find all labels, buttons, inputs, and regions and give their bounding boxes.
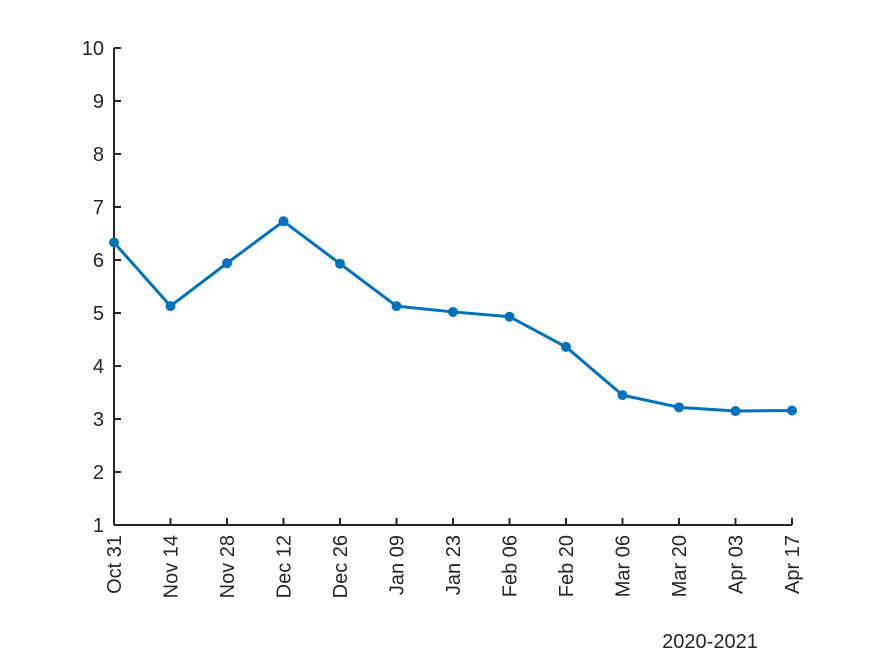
axes [113, 48, 792, 526]
y-axis-ticks: 1 2 3 4 5 6 7 8 9 10 [82, 38, 121, 537]
y-tick-label: 10 [82, 38, 104, 60]
data-point [504, 311, 515, 322]
data-point [730, 406, 741, 417]
data-point [561, 341, 571, 352]
y-tick-label: 9 [93, 91, 104, 113]
x-tick-label: Oct 31 [104, 535, 126, 594]
x-tick-label: Dec 12 [274, 535, 296, 598]
data-point [278, 216, 289, 227]
x-tick-label: Dec 26 [330, 535, 352, 598]
data-point [335, 258, 345, 269]
x-tick-label: Mar 06 [613, 535, 635, 597]
x-tick-label: Apr 03 [726, 535, 748, 594]
series-layer [109, 216, 797, 417]
data-point [787, 405, 797, 416]
y-tick-label: 1 [93, 515, 104, 537]
data-point [109, 237, 119, 248]
x-tick-label: Nov 28 [217, 535, 239, 598]
x-tick-label: Apr 17 [782, 535, 804, 594]
x-tick-label: Jan 23 [443, 535, 465, 595]
y-tick-label: 8 [93, 144, 104, 166]
y-tick-label: 4 [93, 356, 104, 378]
data-point [165, 301, 176, 312]
data-point [448, 306, 458, 317]
x-axis-year-label: 2020-2021 [662, 631, 758, 653]
data-point [391, 301, 402, 312]
x-tick-label: Feb 06 [500, 535, 522, 597]
y-tick-label: 2 [93, 462, 104, 484]
y-tick-label: 7 [93, 197, 104, 219]
x-tick-label: Feb 20 [556, 535, 578, 597]
y-tick-label: 6 [93, 250, 104, 272]
x-tick-label: Jan 09 [387, 535, 409, 595]
data-point [222, 258, 232, 269]
y-tick-label: 3 [93, 409, 104, 431]
data-point [617, 390, 628, 401]
data-point [674, 402, 684, 413]
x-axis-ticks: Oct 31 Nov 14 Nov 28 Dec 12 Dec 26 Jan 09 Jan … [104, 518, 804, 598]
x-tick-label: Mar 20 [669, 535, 691, 597]
y-tick-label: 5 [93, 303, 104, 325]
x-tick-label: Nov 14 [161, 535, 183, 598]
